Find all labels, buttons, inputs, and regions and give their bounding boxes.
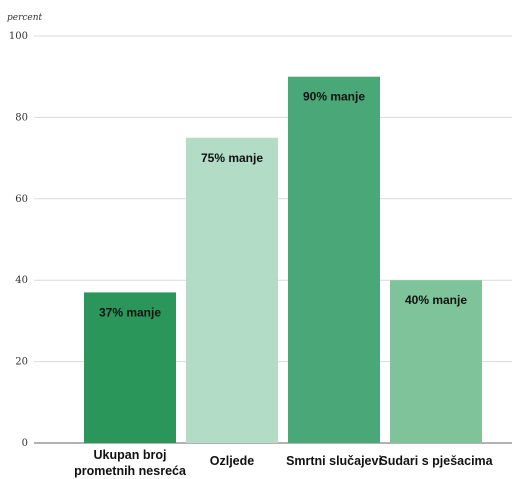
y-tick-label: 60: [15, 194, 28, 205]
bar-data-labels: 37% manje 75% manje 90% manje 40% manje: [99, 90, 467, 320]
bar-data-label: 37% manje: [99, 305, 161, 319]
y-axis-unit-label: percent: [7, 13, 43, 23]
y-tick-label: 0: [22, 438, 28, 449]
category-label: Ozljede: [210, 454, 255, 468]
bar-data-label: 90% manje: [303, 90, 365, 104]
bar-data-label: 40% manje: [405, 293, 467, 307]
category-label: Smrtni slučajevi: [286, 454, 382, 468]
y-tick-label: 40: [15, 275, 28, 286]
bar: [390, 280, 482, 443]
y-tick-label: 100: [9, 31, 28, 42]
bar: [288, 76, 380, 443]
bars: [84, 76, 482, 443]
category-label: Ukupan broj prometnih nesreća: [74, 448, 187, 478]
y-tick-label: 80: [15, 112, 28, 123]
bar-data-label: 75% manje: [201, 151, 263, 165]
y-tick-label: 20: [15, 357, 28, 368]
category-label: Sudari s pješacima: [379, 454, 493, 468]
bar: [186, 137, 278, 443]
y-axis-ticks: 0 20 40 60 80 100: [9, 31, 28, 449]
bar: [84, 292, 176, 443]
category-labels: Ukupan broj prometnih nesreća Ozljede Smrtn…: [74, 448, 494, 478]
